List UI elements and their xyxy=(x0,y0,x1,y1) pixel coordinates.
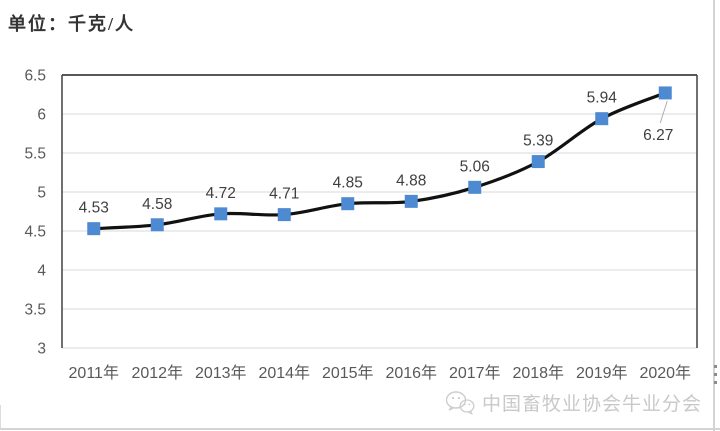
y-axis-label: 3.5 xyxy=(24,302,46,319)
data-point-marker xyxy=(468,180,482,194)
data-point-marker xyxy=(404,194,418,208)
data-point-marker xyxy=(87,222,101,236)
x-axis-label: 2015年 xyxy=(322,364,374,382)
data-label: 5.39 xyxy=(523,133,553,150)
x-axis-label: 2019年 xyxy=(576,364,628,382)
data-label: 4.71 xyxy=(269,186,299,203)
scrollbar-dots[interactable] xyxy=(714,365,718,387)
x-axis-label: 2016年 xyxy=(385,364,437,382)
data-point-marker xyxy=(150,218,164,232)
data-point-marker xyxy=(658,86,672,100)
data-label: 4.58 xyxy=(142,196,172,213)
x-axis-label: 2011年 xyxy=(69,364,119,382)
watermark-text: 中国畜牧业协会牛业分会 xyxy=(481,394,702,415)
data-point-marker xyxy=(277,208,291,222)
y-axis-label: 6.5 xyxy=(24,68,46,85)
y-axis-label: 5 xyxy=(37,185,46,202)
y-axis-label: 5.5 xyxy=(24,146,46,163)
x-axis-label: 2013年 xyxy=(195,364,247,382)
x-axis-label: 2018年 xyxy=(512,364,564,382)
series-line xyxy=(92,91,667,231)
wechat-icon xyxy=(445,390,475,416)
watermark: 中国畜牧业协会牛业分会 xyxy=(445,389,702,416)
data-point-marker xyxy=(214,207,228,221)
data-label: 6.27 xyxy=(643,127,673,144)
page-edge-right xyxy=(713,0,715,431)
x-axis-label: 2020年 xyxy=(639,364,691,382)
data-label: 4.53 xyxy=(79,200,109,217)
page-edge-left xyxy=(0,405,1,429)
data-label: 5.06 xyxy=(460,158,490,175)
y-axis-label: 4 xyxy=(37,263,46,280)
data-label: 4.72 xyxy=(206,185,236,202)
data-label: 4.88 xyxy=(396,172,426,189)
y-axis-label: 6 xyxy=(37,107,46,124)
data-label: 5.94 xyxy=(587,90,618,107)
data-label: 4.85 xyxy=(333,175,363,192)
unit-label: 单位：千克/人 xyxy=(8,14,136,34)
data-point-marker xyxy=(531,155,545,169)
data-label-leader-line xyxy=(659,100,668,124)
y-axis-label: 4.5 xyxy=(24,224,46,241)
data-point-marker xyxy=(341,197,355,211)
y-axis-label: 3 xyxy=(37,341,46,358)
page-edge-bottom xyxy=(0,428,720,430)
x-axis-label: 2017年 xyxy=(449,364,501,382)
x-axis-label: 2012年 xyxy=(131,364,183,382)
x-axis-label: 2014年 xyxy=(258,364,310,382)
data-point-marker xyxy=(595,112,609,126)
